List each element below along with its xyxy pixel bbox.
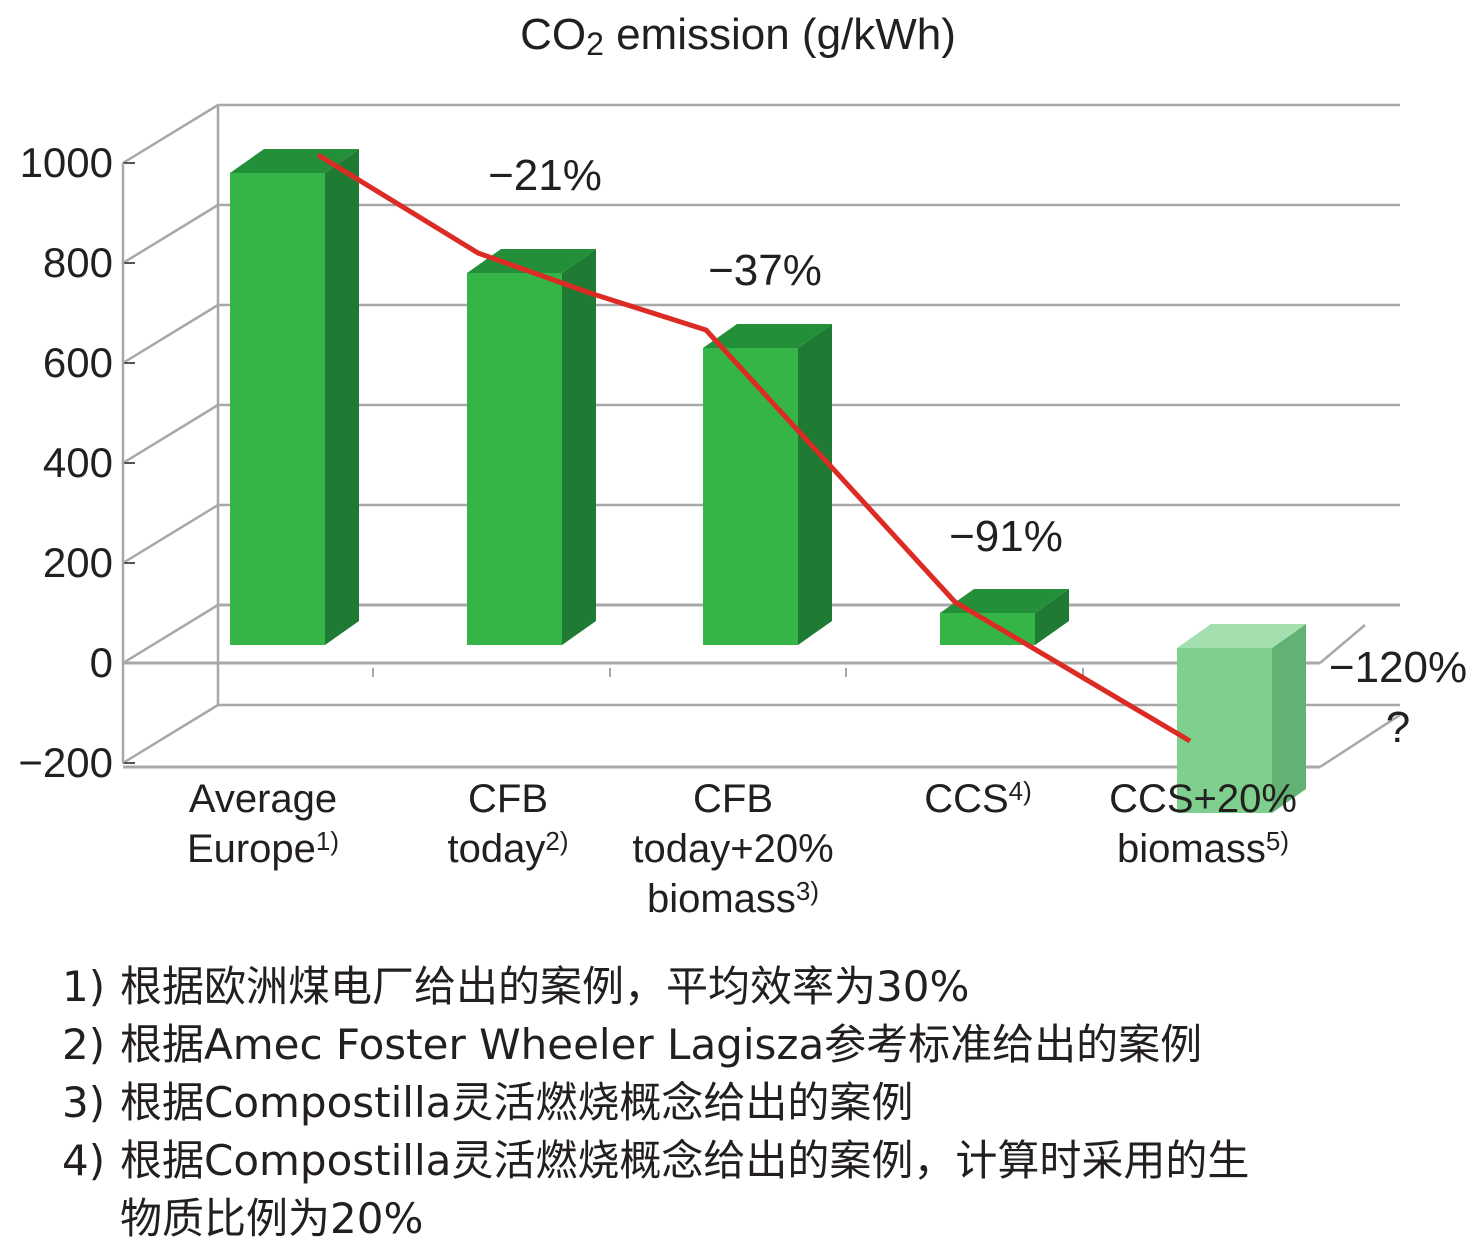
category-label: CFB	[693, 777, 773, 821]
footnotes: 1) 根据欧洲煤电厂给出的案例，平均效率为30% 2) 根据Amec Foster …	[62, 958, 1249, 1248]
footnote-number: 2)	[62, 1020, 106, 1069]
footnote-4: 4) 根据Compostilla灵活燃烧概念给出的案例，计算时采用的生	[62, 1132, 1249, 1190]
footnote-number: 1)	[62, 962, 106, 1011]
footnote-text: 根据欧洲煤电厂给出的案例，平均效率为30%	[120, 962, 970, 1011]
category-label: biomass3)	[647, 876, 819, 921]
reduction-label: −91%	[949, 512, 1063, 561]
category-label: CCS+20%	[1109, 777, 1297, 821]
bar-side	[325, 149, 359, 645]
gridline-diagonal	[122, 603, 219, 665]
gridline-diagonal	[122, 203, 219, 265]
category-label: today+20%	[632, 827, 833, 871]
gridline-diagonal	[122, 403, 219, 465]
question-mark: ?	[1386, 703, 1410, 752]
footnote-3: 3) 根据Compostilla灵活燃烧概念给出的案例	[62, 1074, 1249, 1132]
bar-side	[1035, 589, 1069, 645]
footnote-text: 根据Compostilla灵活燃烧概念给出的案例，计算时采用的生	[120, 1136, 1250, 1185]
gridline-diagonal	[122, 103, 219, 165]
bar	[703, 348, 798, 645]
category-label: CFB	[468, 777, 548, 821]
reduction-label: −21%	[488, 151, 602, 200]
category-label: today2)	[448, 826, 569, 871]
category-label: Europe1)	[187, 826, 339, 871]
gridline-diagonal	[122, 703, 219, 765]
y-tick-label: 1000	[20, 139, 113, 186]
footnote-number: 4)	[62, 1136, 106, 1185]
y-tick-label: −200	[18, 739, 113, 786]
bar-top	[940, 589, 1069, 613]
y-tick-label: 400	[43, 439, 113, 486]
gridline-diagonal	[122, 303, 219, 365]
footnote-1: 1) 根据欧洲煤电厂给出的案例，平均效率为30%	[62, 958, 1249, 1016]
category-label: CCS4)	[924, 776, 1032, 821]
footnote-text: 根据Compostilla灵活燃烧概念给出的案例	[120, 1078, 914, 1127]
zero-plane-corner	[1319, 624, 1366, 664]
y-tick-label: 200	[43, 539, 113, 586]
floor-corner	[1319, 713, 1401, 769]
bar-top	[1177, 624, 1306, 648]
footnote-number: 3)	[62, 1078, 106, 1127]
y-tick-label: 0	[90, 639, 113, 686]
y-tick-label: 800	[43, 239, 113, 286]
title-subscript: 2	[586, 26, 604, 62]
reduction-label: −37%	[708, 246, 822, 295]
title-prefix: CO	[520, 10, 587, 59]
y-tick-label: 600	[43, 339, 113, 386]
footnote-text: 根据Amec Foster Wheeler Lagisza参考标准给出的案例	[120, 1020, 1203, 1069]
bar-side	[1272, 624, 1306, 813]
chart-title: CO2 emission (g/kWh)	[0, 10, 1476, 63]
bar-side	[562, 249, 596, 645]
bar-top	[467, 249, 596, 273]
footnote-2: 2) 根据Amec Foster Wheeler Lagisza参考标准给出的案例	[62, 1016, 1249, 1074]
title-suffix: emission (g/kWh)	[603, 10, 956, 59]
bar-top	[230, 149, 359, 173]
category-label: biomass5)	[1117, 826, 1289, 871]
trend-line	[316, 152, 1192, 744]
reduction-label: −120%	[1329, 643, 1467, 692]
bar	[1177, 648, 1272, 813]
bar-top	[703, 324, 832, 348]
category-label: Average	[189, 777, 337, 821]
bar-chart: 1000 800 600 400 200 0 −200 −21% −37% −91% −120%? A…	[18, 103, 1467, 921]
gridline-diagonal	[122, 503, 219, 565]
bar	[230, 173, 325, 645]
bar	[467, 273, 562, 645]
footnote-4-continued: 物质比例为20%	[62, 1190, 1249, 1248]
bar-side	[798, 324, 832, 645]
footnote-text: 物质比例为20%	[120, 1194, 424, 1243]
